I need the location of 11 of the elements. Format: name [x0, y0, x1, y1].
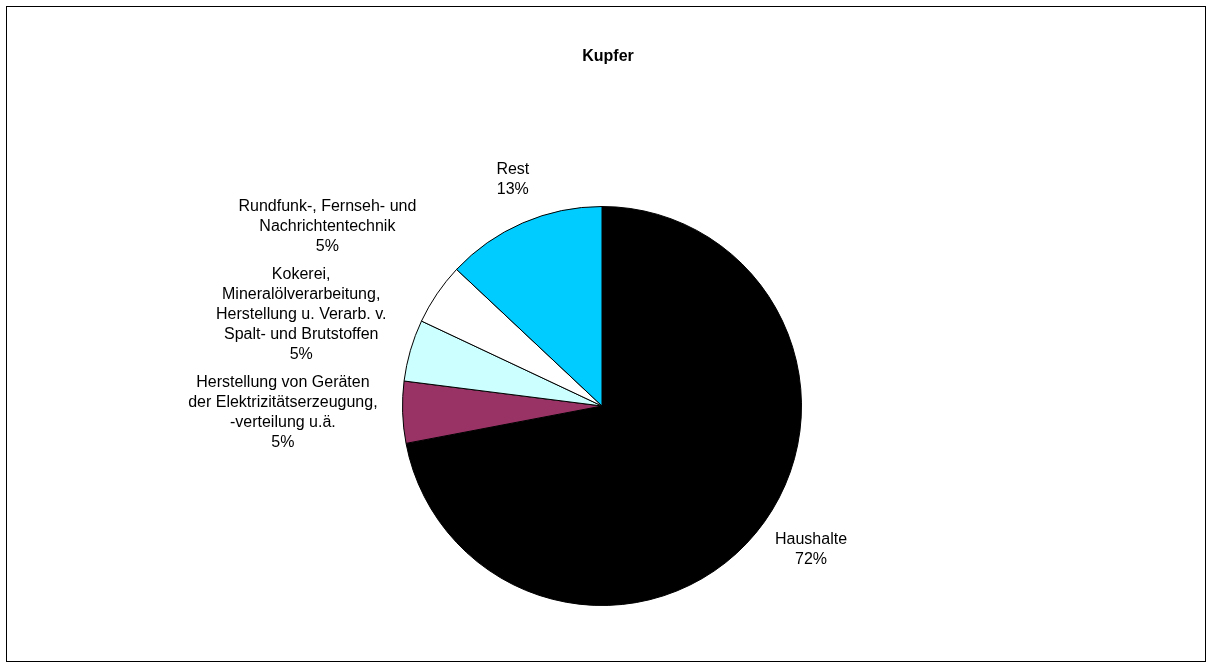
chart-title: Kupfer: [582, 47, 634, 65]
data-label: 5%: [271, 433, 295, 451]
data-label: 72%: [794, 549, 828, 567]
slice-label: Rundfunk-, Fernseh- und Nachrichtentechnik: [238, 197, 417, 235]
slice-label: Herstellung von Geräten der Elektrizitätserzeugung, -verteilung u.ä.: [188, 373, 378, 431]
data-label: 5%: [315, 237, 339, 255]
slice-label: Kokerei, Mineralölverarbeitung, Herstellung u. Verarb. v. Spalt- und Brutstoffen: [215, 265, 387, 343]
data-label: 13%: [496, 180, 529, 198]
slice-label: Haushalte: [774, 529, 848, 547]
slice-label: Rest: [496, 160, 530, 178]
data-label: 5%: [289, 345, 313, 363]
